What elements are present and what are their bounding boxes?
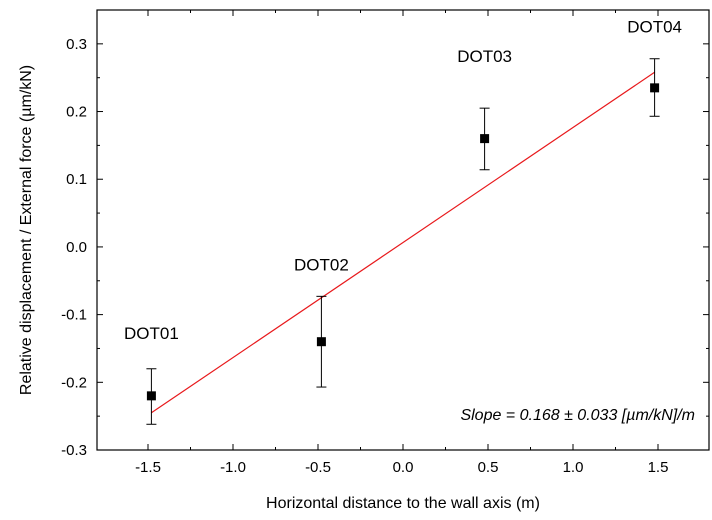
y-tick-label: -0.2 bbox=[61, 374, 87, 391]
x-axis: -1.5 -1.0 -0.5 0.0 0.5 1.0 1.5 bbox=[135, 10, 668, 476]
point-labels: DOT01 DOT02 DOT03 DOT04 bbox=[124, 18, 682, 343]
data-points bbox=[146, 83, 660, 401]
y-tick-label: -0.3 bbox=[61, 442, 87, 459]
y-tick-label: 0.1 bbox=[66, 171, 87, 188]
x-tick-label: -1.5 bbox=[135, 459, 161, 476]
plot-frame bbox=[96, 9, 710, 451]
slope-annotation: Slope = 0.168 ± 0.033 [µm/kN]/m bbox=[460, 407, 695, 424]
point-label: DOT03 bbox=[457, 47, 512, 66]
point-label: DOT02 bbox=[294, 255, 349, 274]
x-tick-label: -0.5 bbox=[305, 459, 331, 476]
y-tick-label: 0.0 bbox=[66, 239, 87, 256]
y-axis-label: Relative displacement / External force (… bbox=[18, 65, 35, 395]
data-point-marker bbox=[650, 83, 660, 93]
x-tick-label: 1.5 bbox=[648, 459, 669, 476]
y-axis: -0.3 -0.2 -0.1 0.0 0.1 0.2 0.3 bbox=[61, 9, 709, 459]
fit-line bbox=[151, 71, 655, 414]
x-tick-label: 0.0 bbox=[393, 459, 414, 476]
data-point-marker bbox=[480, 134, 490, 144]
point-label: DOT01 bbox=[124, 324, 179, 343]
y-tick-label: 0.3 bbox=[66, 36, 87, 53]
y-tick-label: -0.1 bbox=[61, 307, 87, 324]
x-tick-label: 1.0 bbox=[563, 459, 584, 476]
error-bars bbox=[146, 58, 660, 425]
point-label: DOT04 bbox=[627, 18, 682, 37]
data-point-marker bbox=[146, 391, 156, 401]
x-tick-label: -1.0 bbox=[220, 459, 246, 476]
y-tick-label: 0.2 bbox=[66, 104, 87, 121]
fit-line-group bbox=[151, 71, 655, 414]
x-axis-label: Horizontal distance to the wall axis (m) bbox=[266, 495, 540, 512]
data-point-marker bbox=[316, 337, 326, 347]
x-tick-label: 0.5 bbox=[478, 459, 499, 476]
